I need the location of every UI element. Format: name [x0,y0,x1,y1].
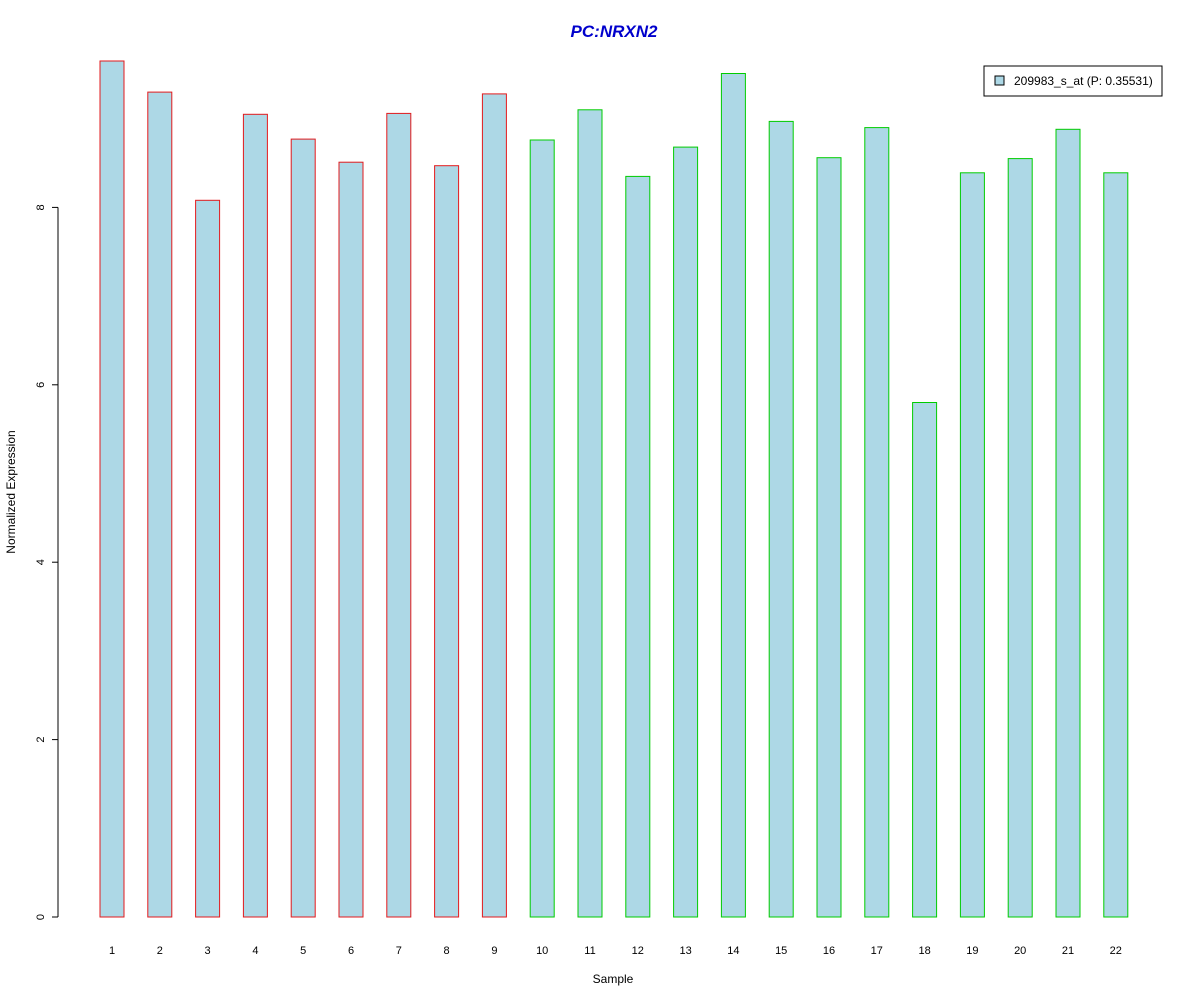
bar-sample-6 [338,161,364,918]
bar-sample-10 [529,139,555,918]
bar-sample-11 [577,109,603,918]
y-tick-label: 8 [35,204,47,210]
bar-sample-18 [912,402,938,918]
x-axis-labels: 1 2 3 4 5 6 7 8 9 10 11 12 13 14 15 16 17 18 19 20 21 22 [109,945,1122,957]
x-tick-label: 21 [1062,945,1074,957]
x-tick-label: 20 [1014,945,1026,957]
bar-sample-9 [481,93,507,918]
x-tick-label: 17 [871,945,883,957]
bar-sample-7 [386,112,412,918]
x-tick-label: 8 [444,945,450,957]
bar-sample-22 [1103,172,1129,918]
x-tick-label: 7 [396,945,402,957]
bar-sample-16 [816,157,842,918]
bar-sample-13 [673,146,699,918]
bars-group [99,60,1129,918]
x-tick-label: 9 [491,945,497,957]
legend-swatch [994,75,1005,86]
x-tick-label: 10 [536,945,548,957]
x-tick-label: 2 [157,945,163,957]
x-tick-label: 4 [252,945,258,957]
y-tick-label: 2 [35,737,47,743]
x-tick-label: 12 [632,945,644,957]
x-tick-label: 3 [205,945,211,957]
bar-sample-1 [99,60,125,918]
bar-sample-5 [290,138,316,918]
bar-sample-20 [1007,158,1033,918]
y-tick-label: 6 [35,382,47,388]
bar-sample-4 [242,113,268,918]
x-tick-label: 5 [300,945,306,957]
legend-label: 209983_s_at (P: 0.35531) [1014,74,1153,88]
x-tick-label: 1 [109,945,115,957]
x-tick-label: 18 [918,945,930,957]
bar-sample-12 [625,175,651,918]
x-tick-label: 16 [823,945,835,957]
bar-sample-19 [959,172,985,918]
legend-box [983,65,1163,97]
y-tick-label: 4 [35,559,47,565]
chart-title: PC:NRXN2 [571,22,658,41]
x-tick-label: 11 [584,945,595,957]
x-axis-title: Sample [593,972,634,986]
x-tick-label: 6 [348,945,354,957]
x-tick-label: 13 [679,945,691,957]
x-tick-label: 19 [966,945,978,957]
bar-sample-8 [434,165,460,918]
bar-sample-14 [720,73,746,918]
y-axis-title: Normalized Expression [4,430,18,553]
bar-sample-21 [1055,128,1081,918]
x-tick-label: 14 [727,945,739,957]
bar-sample-3 [195,199,221,918]
x-tick-label: 15 [775,945,787,957]
bar-sample-15 [768,120,794,918]
bar-sample-17 [864,127,890,918]
x-tick-label: 22 [1110,945,1122,957]
y-tick-label: 0 [35,914,47,920]
y-axis: 0 2 4 6 8 [35,204,59,920]
legend: 209983_s_at (P: 0.35531) [983,65,1163,97]
bar-sample-2 [147,91,173,918]
